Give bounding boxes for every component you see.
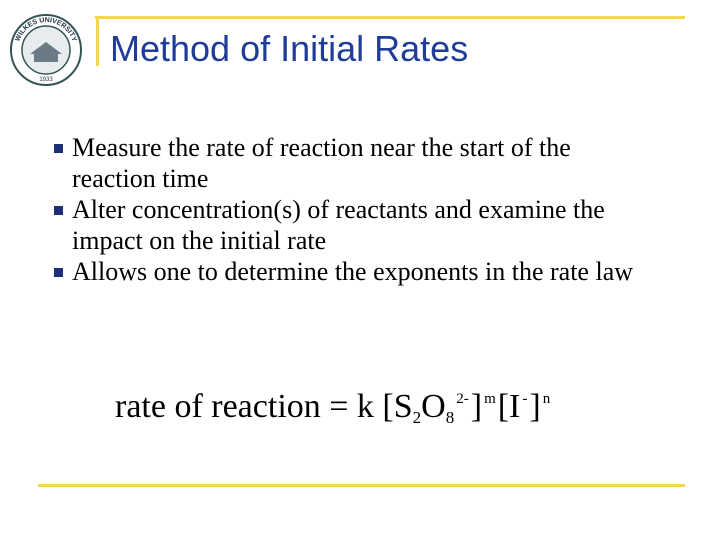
equation-part: - xyxy=(522,391,528,407)
bullet-item: Measure the rate of reaction near the st… xyxy=(50,132,660,194)
equation-part: [I xyxy=(497,388,521,425)
bullet-text: Allows one to determine the exponents in… xyxy=(72,257,634,286)
bullet-text: Measure the rate of reaction near the st… xyxy=(72,133,571,193)
equation-part: 2 xyxy=(412,408,422,427)
equation-part: ] xyxy=(529,388,541,425)
bullet-item: Alter concentration(s) of reactants and … xyxy=(50,194,660,256)
equation-part: O xyxy=(421,388,446,425)
equation-part: m xyxy=(484,391,496,407)
bottom-rule xyxy=(38,484,685,487)
bullet-marker xyxy=(54,206,63,215)
logo: WILKES UNIVERSITY 1933 xyxy=(10,14,82,86)
equation-part: 2- xyxy=(456,391,469,407)
bullet-list: Measure the rate of reaction near the st… xyxy=(50,132,660,287)
top-rule xyxy=(95,16,685,19)
slide-title: Method of Initial Rates xyxy=(110,28,469,69)
bullet-marker xyxy=(54,268,63,277)
equation: rate of reaction = k [S2O82-] m[I -] n xyxy=(115,388,552,428)
bullet-marker xyxy=(54,144,63,153)
equation-part: rate of reaction = k [S xyxy=(115,388,413,425)
equation-part: ] xyxy=(470,388,483,425)
logo-year: 1933 xyxy=(39,77,53,83)
equation-part: 8 xyxy=(445,408,455,427)
equation-part: n xyxy=(542,391,551,407)
title-rule xyxy=(96,16,99,66)
bullet-text: Alter concentration(s) of reactants and … xyxy=(72,195,605,255)
bullet-item: Allows one to determine the exponents in… xyxy=(50,256,660,287)
